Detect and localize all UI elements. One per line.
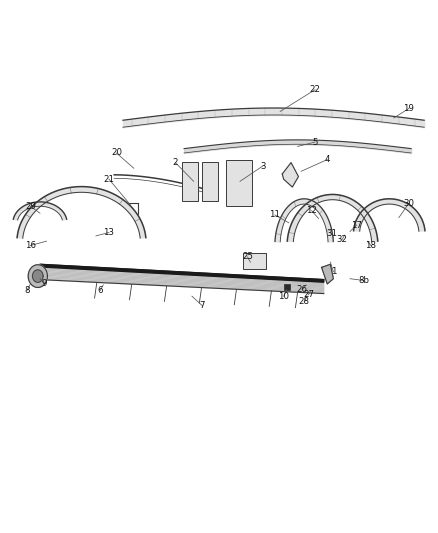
Text: 11: 11 [269, 211, 280, 220]
Polygon shape [287, 195, 378, 241]
Text: 4: 4 [325, 155, 330, 164]
Text: 10: 10 [278, 292, 289, 301]
Text: 1: 1 [331, 267, 336, 276]
Text: 28: 28 [299, 297, 310, 306]
Text: 18: 18 [365, 241, 376, 250]
Text: 8: 8 [24, 286, 30, 295]
Bar [243, 253, 266, 269]
Text: 5: 5 [312, 138, 318, 147]
Bar [182, 161, 198, 201]
Bar [285, 284, 290, 289]
Text: 32: 32 [337, 235, 348, 244]
Text: 7: 7 [200, 301, 205, 310]
Text: 21: 21 [103, 175, 114, 184]
Bar [201, 161, 218, 201]
Text: 26: 26 [297, 285, 307, 294]
Text: 9: 9 [42, 279, 47, 288]
Text: 22: 22 [310, 85, 321, 94]
Polygon shape [32, 270, 43, 282]
Text: 27: 27 [303, 290, 314, 300]
Text: 30: 30 [403, 199, 414, 208]
Polygon shape [28, 265, 47, 287]
Text: 8b: 8b [358, 276, 370, 285]
Bar [226, 160, 252, 206]
Text: 20: 20 [111, 149, 122, 157]
Polygon shape [40, 264, 324, 282]
Polygon shape [17, 187, 146, 238]
Text: 6: 6 [98, 286, 103, 295]
Polygon shape [283, 163, 298, 187]
Text: 12: 12 [306, 206, 317, 215]
Polygon shape [353, 199, 425, 231]
Text: 29: 29 [25, 202, 36, 211]
Text: 13: 13 [103, 228, 114, 237]
Text: 19: 19 [403, 104, 414, 113]
Polygon shape [40, 264, 324, 294]
Polygon shape [321, 264, 333, 284]
Text: 16: 16 [25, 241, 36, 250]
Polygon shape [275, 199, 333, 242]
Text: 31: 31 [326, 229, 337, 238]
Text: 2: 2 [173, 158, 178, 167]
Text: 17: 17 [351, 221, 362, 230]
Polygon shape [13, 202, 67, 220]
Text: 3: 3 [260, 161, 265, 171]
Text: 25: 25 [242, 253, 253, 261]
